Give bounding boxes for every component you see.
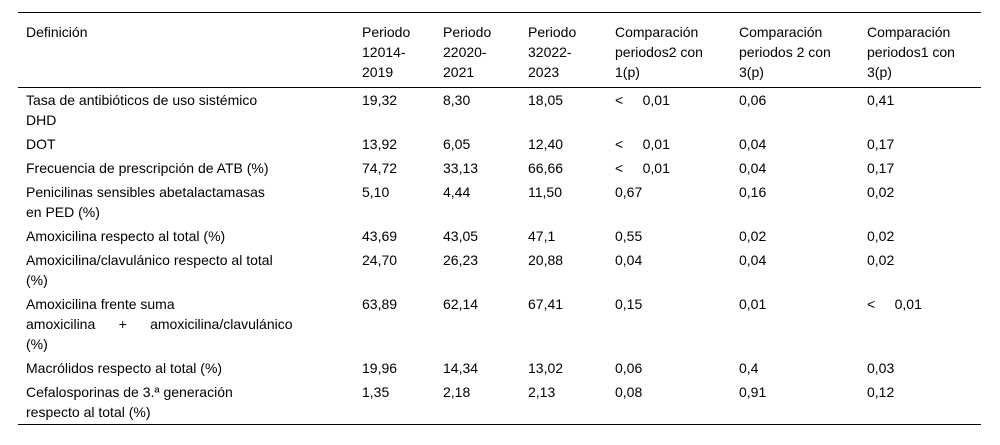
value-cell: 2,18 [443, 384, 471, 400]
value-cell: 5,10 [362, 184, 390, 200]
value-cell: 0,17 [867, 160, 895, 176]
value-cell: 0,4 [739, 360, 759, 376]
value-cell: 0,02 [867, 252, 895, 268]
value-cell: < 0,01 [867, 296, 922, 312]
col-header-periodo-1: Periodo 12014- 2019 [362, 24, 411, 80]
value-cell: 0,17 [867, 136, 895, 152]
value-cell: 0,08 [615, 384, 643, 400]
value-cell: 0,04 [739, 136, 767, 152]
value-cell: 14,34 [443, 360, 479, 376]
value-cell: 0,02 [867, 184, 895, 200]
table-row: Amoxicilina frente suma amoxicilina + am… [18, 292, 981, 356]
definition-cell: Macrólidos respecto al total (%) [26, 360, 223, 376]
definition-cell: Tasa de antibióticos de uso sistémico DH… [26, 92, 258, 128]
value-cell: 0,55 [615, 228, 643, 244]
value-cell: 13,92 [362, 136, 398, 152]
value-cell: 0,01 [739, 296, 767, 312]
value-cell: 47,1 [528, 228, 556, 244]
value-cell: 0,03 [867, 360, 895, 376]
value-cell: 0,16 [739, 184, 767, 200]
value-cell: 13,02 [528, 360, 564, 376]
value-cell: 19,96 [362, 360, 398, 376]
col-header-periodo-2: Periodo 22020- 2021 [443, 24, 492, 80]
col-header-comparacion-1v3: Comparación periodos1 con 3(p) [867, 24, 955, 80]
value-cell: 24,70 [362, 252, 398, 268]
col-header-definicion: Definición [26, 24, 88, 40]
value-cell: 0,04 [739, 252, 767, 268]
value-cell: 43,69 [362, 228, 398, 244]
value-cell: 19,32 [362, 92, 398, 108]
value-cell: 20,88 [528, 252, 564, 268]
value-cell: 12,40 [528, 136, 564, 152]
value-cell: 43,05 [443, 228, 479, 244]
value-cell: 66,66 [528, 160, 564, 176]
definition-cell: DOT [26, 136, 56, 152]
value-cell: 0,04 [739, 160, 767, 176]
table-row: Macrólidos respecto al total (%) 19,96 1… [18, 356, 981, 380]
table-row: Frecuencia de prescripción de ATB (%) 74… [18, 156, 981, 180]
value-cell: 0,02 [867, 228, 895, 244]
table-row: Amoxicilina respecto al total (%) 43,69 … [18, 224, 981, 248]
value-cell: 0,41 [867, 92, 895, 108]
data-table: Definición Periodo 12014- 2019 Periodo 2… [18, 12, 981, 425]
col-header-comparacion-2v1: Comparación periodos2 con 1(p) [615, 24, 703, 80]
definition-cell: Amoxicilina frente suma amoxicilina + am… [26, 296, 293, 352]
table-row: DOT 13,92 6,05 12,40 < 0,01 0,04 0,17 [18, 132, 981, 156]
value-cell: 4,44 [443, 184, 471, 200]
value-cell: 0,67 [615, 184, 643, 200]
table-row: Penicilinas sensibles abetalactamasas en… [18, 180, 981, 224]
value-cell: < 0,01 [615, 136, 670, 152]
value-cell: 0,91 [739, 384, 767, 400]
value-cell: 26,23 [443, 252, 479, 268]
value-cell: 0,02 [739, 228, 767, 244]
definition-cell: Penicilinas sensibles abetalactamasas en… [26, 184, 265, 220]
value-cell: 0,15 [615, 296, 643, 312]
definition-cell: Frecuencia de prescripción de ATB (%) [26, 160, 269, 176]
value-cell: 1,35 [362, 384, 390, 400]
antibiotic-periods-table: Definición Periodo 12014- 2019 Periodo 2… [18, 12, 981, 425]
table-header: Definición Periodo 12014- 2019 Periodo 2… [18, 13, 981, 88]
table-body: Tasa de antibióticos de uso sistémico DH… [18, 88, 981, 425]
definition-cell: Cefalosporinas de 3.ª generación respect… [26, 384, 233, 420]
value-cell: 11,50 [528, 184, 562, 200]
value-cell: < 0,01 [615, 92, 670, 108]
value-cell: 63,89 [362, 296, 398, 312]
value-cell: 0,06 [739, 92, 767, 108]
value-cell: 0,04 [615, 252, 643, 268]
value-cell: 6,05 [443, 136, 471, 152]
definition-cell: Amoxicilina respecto al total (%) [26, 228, 226, 244]
value-cell: 62,14 [443, 296, 479, 312]
value-cell: 67,41 [528, 296, 564, 312]
col-header-periodo-3: Periodo 32022- 2023 [528, 24, 577, 80]
value-cell: 8,30 [443, 92, 471, 108]
table-row: Tasa de antibióticos de uso sistémico DH… [18, 88, 981, 133]
value-cell: 33,13 [443, 160, 479, 176]
definition-cell: Amoxicilina/clavulánico respecto al tota… [26, 252, 273, 288]
value-cell: 0,06 [615, 360, 643, 376]
value-cell: 18,05 [528, 92, 564, 108]
value-cell: 0,12 [867, 384, 895, 400]
value-cell: < 0,01 [615, 160, 670, 176]
table-row: Cefalosporinas de 3.ª generación respect… [18, 380, 981, 425]
value-cell: 74,72 [362, 160, 398, 176]
table-row: Amoxicilina/clavulánico respecto al tota… [18, 248, 981, 292]
value-cell: 2,13 [528, 384, 556, 400]
header-row: Definición Periodo 12014- 2019 Periodo 2… [18, 13, 981, 88]
col-header-comparacion-2v3: Comparación periodos 2 con 3(p) [739, 24, 831, 80]
